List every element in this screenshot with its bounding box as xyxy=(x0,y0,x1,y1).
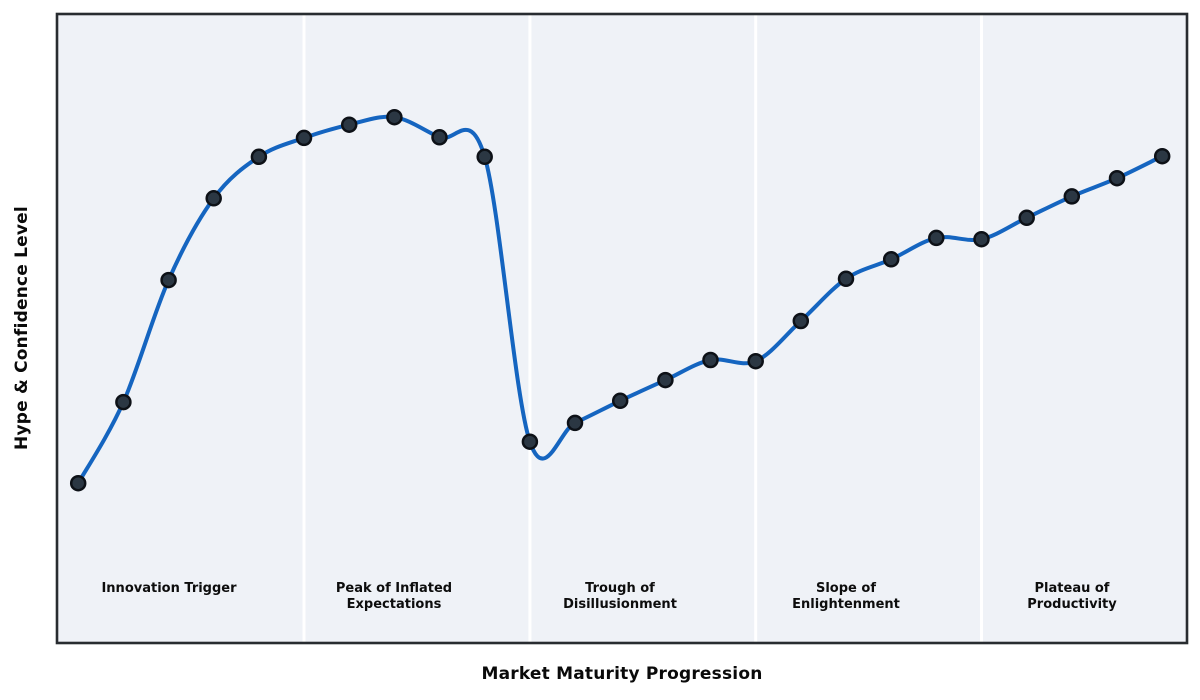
data-point-13 xyxy=(657,371,674,389)
data-point-3 xyxy=(205,190,222,207)
data-point-18 xyxy=(882,251,900,268)
data-point-20 xyxy=(973,230,990,248)
data-point-2 xyxy=(160,271,177,289)
y-axis-label: Hype & Confidence Level xyxy=(12,206,32,450)
phase-label-slope-of-enlightenment: Slope of Enlightenment xyxy=(792,581,900,612)
data-point-5 xyxy=(295,129,313,147)
data-point-9 xyxy=(476,148,493,166)
data-point-21 xyxy=(1018,209,1035,227)
data-point-22 xyxy=(1063,188,1081,205)
data-point-24 xyxy=(1153,147,1171,165)
phase-divider xyxy=(754,14,758,643)
data-point-10 xyxy=(521,433,539,450)
data-point-0 xyxy=(69,474,87,492)
data-point-15 xyxy=(747,352,764,370)
phase-divider xyxy=(980,14,983,643)
plot-background xyxy=(57,14,1187,643)
data-point-23 xyxy=(1108,169,1126,187)
data-point-16 xyxy=(792,312,810,330)
phase-label-plateau-of-productivity: Plateau of Productivity xyxy=(1027,581,1117,612)
data-point-4 xyxy=(250,148,268,166)
phase-dividers xyxy=(302,14,983,643)
phase-divider xyxy=(302,14,306,643)
data-point-6 xyxy=(340,116,358,133)
data-point-11 xyxy=(566,414,584,432)
data-point-12 xyxy=(611,392,629,410)
plot-border xyxy=(55,12,1189,645)
phase-label-innovation-trigger: Innovation Trigger xyxy=(101,581,237,596)
data-point-17 xyxy=(837,270,855,288)
data-point-19 xyxy=(928,229,945,247)
phase-divider xyxy=(528,14,532,643)
data-point-1 xyxy=(115,393,132,411)
data-point-8 xyxy=(431,129,448,146)
data-points xyxy=(69,108,1171,492)
data-point-7 xyxy=(386,108,403,126)
data-point-14 xyxy=(702,351,719,369)
x-axis-label: Market Maturity Progression xyxy=(481,664,763,684)
phase-label-trough-of-disillusionment: Trough of Disillusionment xyxy=(563,581,677,612)
phase-label-peak-of-inflated-expectations: Peak of Inflated Expectations xyxy=(335,581,453,612)
